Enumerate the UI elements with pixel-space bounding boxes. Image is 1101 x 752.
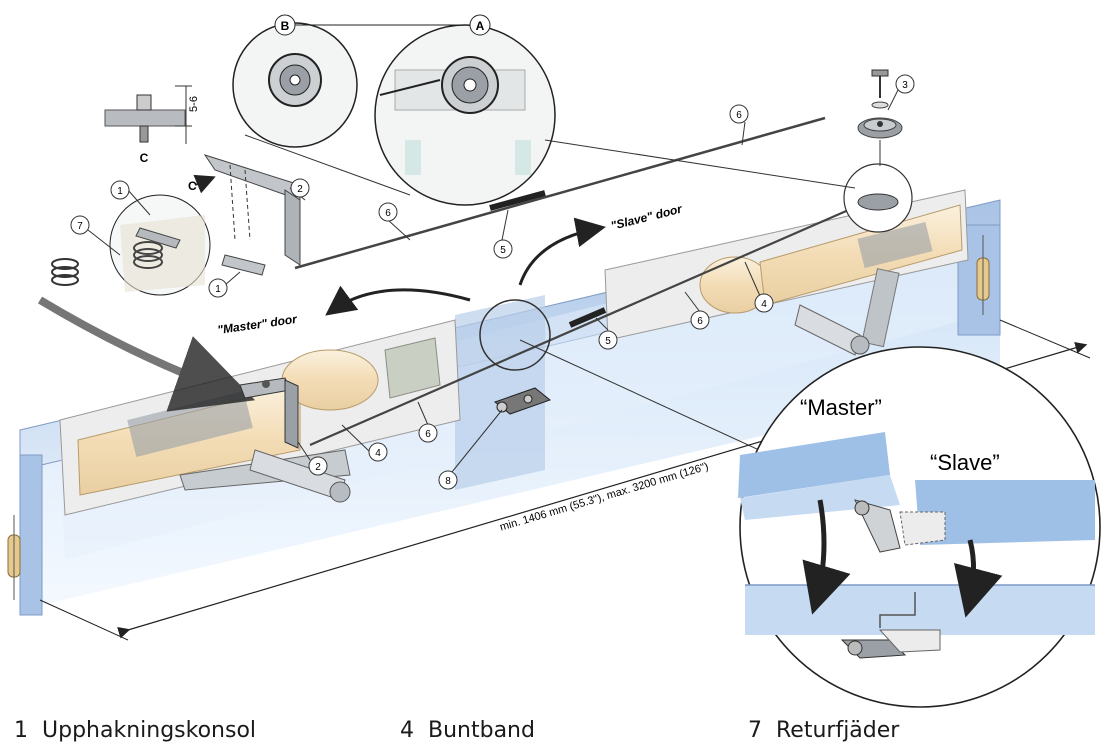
slave-door-arrow bbox=[518, 217, 606, 286]
detail-c-letter: C bbox=[140, 151, 149, 165]
legend-item-1: 1 Upphakningskonsol bbox=[14, 718, 256, 743]
returfjader-spring bbox=[51, 258, 79, 286]
legend-item-7: 7 Returfjäder bbox=[748, 718, 899, 743]
callout-4a: 4 bbox=[744, 261, 774, 313]
master-door-label: "Master" door bbox=[216, 312, 299, 337]
parts-legend: 1 Upphakningskonsol 4 Buntband 7 Returfjäde… bbox=[0, 712, 1101, 752]
callout-4b: 4 bbox=[341, 424, 388, 462]
legend-number: 1 bbox=[14, 718, 28, 743]
coordinator-diagram: A B 5-6 C C bbox=[7, 14, 1101, 708]
slave-door-label: "Slave" door bbox=[609, 201, 684, 233]
callout-2b: 2 bbox=[297, 441, 328, 476]
svg-text:6: 6 bbox=[425, 429, 431, 440]
detail-b: B bbox=[232, 14, 470, 148]
legend-item-4: 4 Buntband bbox=[400, 718, 535, 743]
svg-text:1: 1 bbox=[215, 284, 221, 295]
svg-text:4: 4 bbox=[375, 448, 381, 459]
spring-detail bbox=[51, 194, 211, 296]
callout-6d: 6 bbox=[417, 401, 438, 443]
placement-arrow bbox=[37, 296, 256, 412]
callout-2a: 2 bbox=[289, 178, 310, 201]
part-number-callouts: 1 1 2 2 3 4 4 5 5 6 6 6 6 7 8 bbox=[70, 74, 915, 490]
legend-label: Buntband bbox=[428, 718, 535, 743]
callout-6a: 6 bbox=[729, 104, 749, 146]
upphakningskonsol-bracket: C bbox=[188, 154, 301, 276]
callout-5a: 5 bbox=[493, 209, 513, 259]
legend-label: Upphakningskonsol bbox=[42, 718, 257, 743]
dimension-5-6: 5-6 bbox=[188, 96, 200, 112]
callout-1b: 1 bbox=[208, 271, 241, 298]
svg-text:5: 5 bbox=[605, 336, 611, 347]
detail-a-letter: A bbox=[476, 19, 485, 33]
callout-7: 7 bbox=[70, 215, 121, 256]
callout-5b: 5 bbox=[595, 317, 618, 350]
svg-text:1: 1 bbox=[117, 186, 123, 197]
callout-1a: 1 bbox=[110, 180, 151, 216]
svg-text:7: 7 bbox=[77, 221, 83, 232]
svg-text:6: 6 bbox=[385, 208, 391, 219]
pulley-assembly bbox=[843, 69, 913, 233]
legend-number: 7 bbox=[748, 718, 762, 743]
inset-slave-label: “Slave” bbox=[930, 450, 1000, 475]
svg-text:2: 2 bbox=[315, 462, 321, 473]
callout-6c: 6 bbox=[684, 291, 710, 330]
detail-a: A bbox=[374, 14, 556, 206]
detail-b-letter: B bbox=[281, 19, 290, 33]
master-door-arrow bbox=[325, 285, 471, 316]
legend-label: Returfjäder bbox=[776, 718, 900, 743]
svg-text:8: 8 bbox=[445, 476, 451, 487]
detail-c: 5-6 C bbox=[104, 85, 200, 165]
inset-master-label: “Master” bbox=[800, 395, 882, 420]
svg-text:4: 4 bbox=[761, 299, 767, 310]
arrow-c-letter: C bbox=[188, 179, 197, 193]
callout-6b: 6 bbox=[378, 202, 411, 241]
legend-number: 4 bbox=[400, 718, 414, 743]
callout-3: 3 bbox=[887, 74, 915, 111]
svg-text:5: 5 bbox=[500, 245, 506, 256]
svg-text:3: 3 bbox=[902, 80, 908, 91]
svg-text:6: 6 bbox=[697, 316, 703, 327]
callout-8: 8 bbox=[438, 409, 503, 490]
svg-text:6: 6 bbox=[736, 110, 742, 121]
svg-text:2: 2 bbox=[297, 184, 303, 195]
master-slave-inset: “Master” “Slave” bbox=[738, 346, 1101, 708]
floor-pins bbox=[7, 235, 990, 600]
